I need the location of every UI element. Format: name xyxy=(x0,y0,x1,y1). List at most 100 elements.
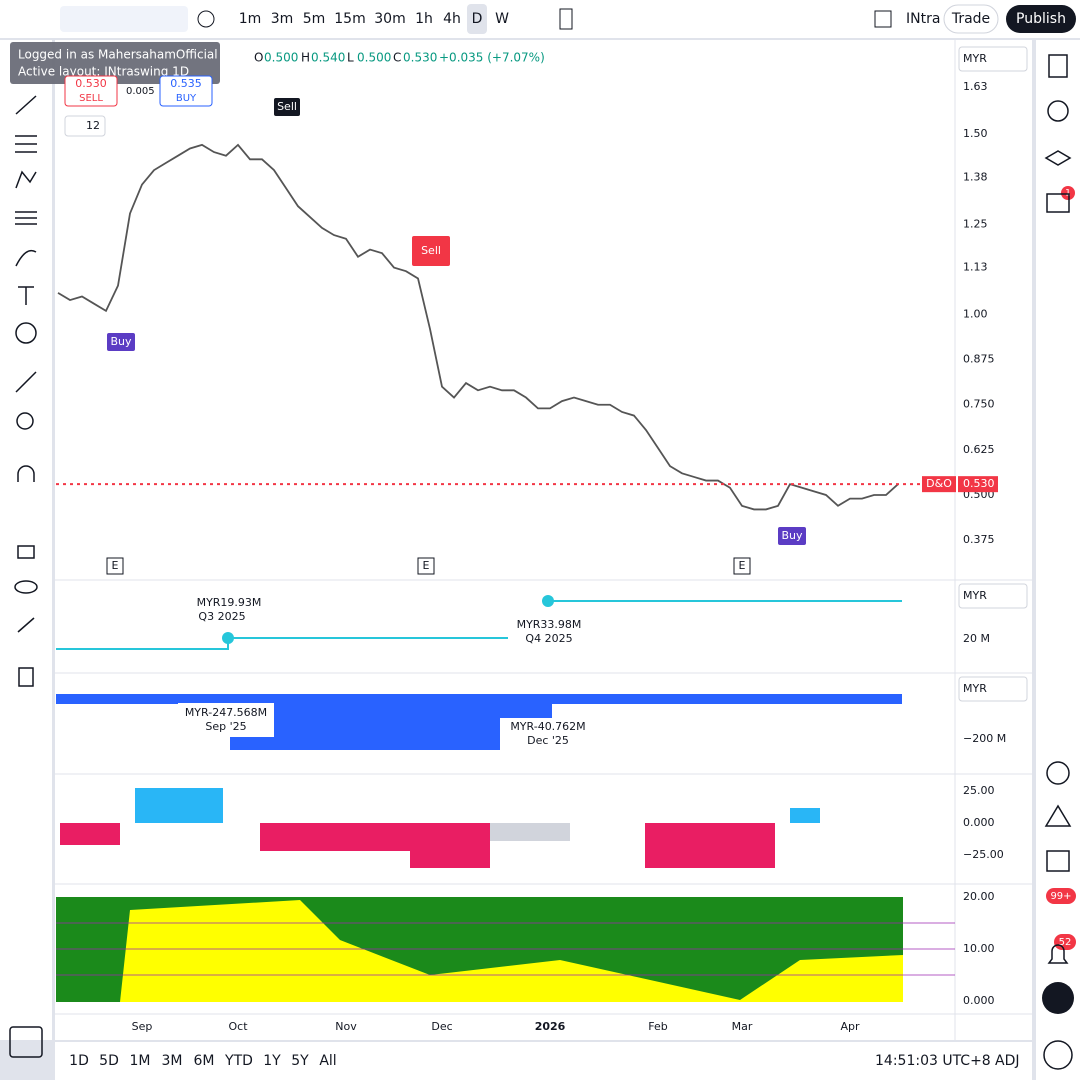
fib-tool[interactable] xyxy=(15,135,37,153)
range-button[interactable]: 1D xyxy=(69,1053,89,1069)
chart-area xyxy=(55,40,1032,1040)
earnings-mark[interactable]: E xyxy=(739,559,746,572)
pane3-value: MYR-40.762M xyxy=(510,720,585,733)
y-tick-label: 0.375 xyxy=(963,533,995,546)
pane4-axis: 0.000 xyxy=(963,816,995,829)
alert-icon[interactable] xyxy=(1047,100,1069,122)
trend-line-tool[interactable] xyxy=(15,95,37,115)
help-button[interactable] xyxy=(1043,1040,1073,1070)
layout-checkbox[interactable] xyxy=(874,10,892,28)
watchlist-icon[interactable] xyxy=(1048,54,1068,78)
chart-type-button[interactable] xyxy=(559,8,573,30)
range-button[interactable]: 5D xyxy=(99,1053,119,1069)
range-button[interactable]: All xyxy=(319,1053,336,1069)
y-tick-label: 1.63 xyxy=(963,80,988,93)
bottom-bar xyxy=(55,1042,1032,1080)
range-button[interactable]: YTD xyxy=(224,1053,253,1069)
pane3-period: Dec '25 xyxy=(527,734,569,747)
chart-icon[interactable] xyxy=(1044,804,1072,827)
interval-group: 1m 3m 5m 15m 30m 1h 4h D W xyxy=(239,4,509,34)
publish-label: Publish xyxy=(1016,11,1066,27)
indicator-toggle[interactable] xyxy=(64,115,106,137)
tooltip xyxy=(10,42,220,84)
signal-label: Buy xyxy=(781,529,803,542)
magnet-tool[interactable] xyxy=(17,465,35,482)
layers-icon[interactable] xyxy=(1044,150,1072,166)
badge-text: 99+ xyxy=(1050,891,1071,902)
interval-button[interactable]: 30m xyxy=(374,11,405,27)
sell-button[interactable] xyxy=(64,75,118,107)
earnings-mark[interactable]: E xyxy=(423,559,430,572)
interval-button[interactable]: 1m xyxy=(239,11,262,27)
delete-tool[interactable] xyxy=(18,667,34,687)
interval-button[interactable]: 5m xyxy=(303,11,326,27)
zoom-tool[interactable] xyxy=(16,412,34,430)
interval-button[interactable]: 15m xyxy=(334,11,365,27)
currency-select[interactable] xyxy=(958,676,1028,702)
trade-button[interactable] xyxy=(943,4,999,34)
x-tick-label: Nov xyxy=(335,1020,357,1033)
interval-button[interactable]: 4h xyxy=(443,11,461,27)
pane3-value: MYR-247.568M xyxy=(185,706,267,719)
badge xyxy=(1054,934,1076,950)
visibility-tool[interactable] xyxy=(14,580,38,594)
drawing-tools xyxy=(9,95,43,1058)
compare-button[interactable] xyxy=(197,10,215,28)
layout-name[interactable]: INtra xyxy=(906,11,940,27)
signal-label: Buy xyxy=(110,335,132,348)
currency-select[interactable] xyxy=(958,46,1028,72)
calendar-icon[interactable] xyxy=(1046,850,1070,872)
interval-button[interactable]: 1h xyxy=(415,11,433,27)
favorites-tool[interactable] xyxy=(9,1026,43,1058)
text-tool[interactable] xyxy=(18,286,34,305)
ruler-tool[interactable] xyxy=(15,371,37,393)
pane-3: MYR-247.568M Sep '25 MYR-40.762M Dec '25… xyxy=(56,694,1006,750)
badge xyxy=(1046,888,1076,904)
x-tick-label: Mar xyxy=(732,1020,753,1033)
pane4-axis: 25.00 xyxy=(963,784,995,797)
right-sidebar xyxy=(1036,40,1080,1080)
y-tick-label: 1.25 xyxy=(963,217,988,230)
pane-4: 25.00 0.000 −25.00 xyxy=(60,784,1004,868)
buy-button[interactable] xyxy=(159,75,213,107)
range-button[interactable]: 3M xyxy=(162,1053,183,1069)
price-tag xyxy=(922,476,956,493)
lock-tool[interactable] xyxy=(17,545,35,559)
adj-button[interactable]: ADJ xyxy=(995,1053,1020,1069)
currency-label: MYR xyxy=(963,682,987,695)
interval-button[interactable]: 3m xyxy=(271,11,294,27)
range-button[interactable]: 1Y xyxy=(263,1053,281,1069)
earnings-markers: E E E xyxy=(106,557,751,575)
pane-5: 20.00 10.00 0.000 xyxy=(56,890,995,1007)
pane4-axis: −25.00 xyxy=(963,848,1004,861)
sidebar-icons xyxy=(1044,54,1072,964)
range-button[interactable]: 6M xyxy=(194,1053,215,1069)
symbol-search[interactable] xyxy=(60,6,188,32)
signal-box xyxy=(107,333,135,351)
signal-label: Sell xyxy=(277,100,297,113)
pattern-tool[interactable] xyxy=(15,170,37,189)
forecast-tool[interactable] xyxy=(15,211,37,225)
main-pane: 1.63 1.50 1.38 1.25 1.13 1.00 0.875 0.750 0.625 0… xyxy=(56,80,998,1033)
currency-select[interactable] xyxy=(958,583,1028,609)
range-button[interactable]: 1M xyxy=(130,1053,151,1069)
earnings-mark[interactable]: E xyxy=(112,559,119,572)
pane5-axis: 20.00 xyxy=(963,890,995,903)
brush-tool[interactable] xyxy=(15,249,37,267)
range-button[interactable]: 5Y xyxy=(291,1053,309,1069)
x-tick-label: 2026 xyxy=(535,1020,566,1033)
emoji-tool[interactable] xyxy=(15,322,37,344)
link-tool[interactable] xyxy=(17,617,35,633)
y-tick-label: 1.38 xyxy=(963,170,988,183)
price-tag-value: 0.530 xyxy=(963,477,995,490)
bell-icon[interactable] xyxy=(1047,944,1069,964)
apps-button[interactable] xyxy=(1042,982,1074,1014)
ohlc-legend: O 0.500 H 0.540 L 0.500 C 0.530 +0.035 (… xyxy=(254,51,545,65)
ideas-icon[interactable] xyxy=(1046,193,1070,213)
interval-button[interactable]: D xyxy=(472,11,483,27)
interval-button[interactable]: W xyxy=(495,11,509,27)
signal-box xyxy=(274,98,300,116)
gauge-icon[interactable] xyxy=(1046,761,1070,785)
publish-button[interactable] xyxy=(1006,5,1076,33)
